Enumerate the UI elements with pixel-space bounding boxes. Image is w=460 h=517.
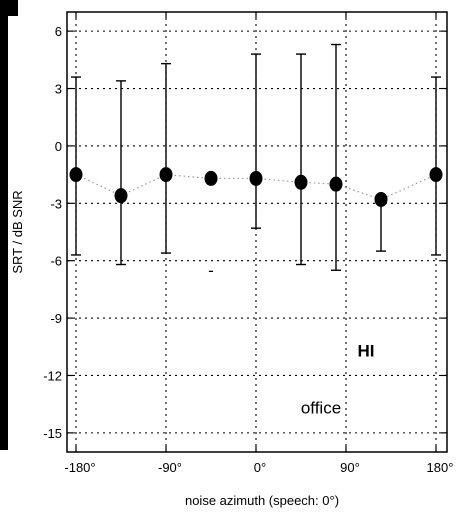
plot-frame <box>66 11 448 453</box>
x-tick-label: 0° <box>254 460 266 475</box>
data-points <box>69 167 443 207</box>
x-tick-label: -180° <box>64 460 95 475</box>
top-left-corner-mark <box>0 0 18 16</box>
data-point <box>114 188 128 204</box>
y-axis-label: SRT / dB SNR <box>10 190 25 273</box>
y-tick-label: 3 <box>55 82 62 97</box>
x-tick-label: -90° <box>158 460 182 475</box>
data-point <box>249 170 263 186</box>
annotations: HI office - <box>208 261 374 418</box>
y-tick-label: -15 <box>43 426 62 441</box>
y-tick-label: -12 <box>43 368 62 383</box>
annotation-label: HI <box>358 341 375 360</box>
y-tick-label: -3 <box>50 196 62 211</box>
data-point <box>159 167 173 183</box>
data-point <box>69 167 83 183</box>
y-tick-label: 0 <box>55 139 62 154</box>
error-bars <box>71 43 441 271</box>
data-point <box>429 167 443 183</box>
y-tick-label: 6 <box>55 24 62 39</box>
x-tick-label: 90° <box>340 460 360 475</box>
y-tick-label: -9 <box>50 311 62 326</box>
data-point <box>204 170 218 186</box>
data-point <box>329 176 343 192</box>
left-edge-strip <box>0 0 8 450</box>
x-ticks: -180° -90° 0° 90° 180° <box>64 12 453 475</box>
data-point <box>374 191 388 207</box>
x-axis-label: noise azimuth (speech: 0°) <box>185 493 339 508</box>
y-tick-label: -6 <box>50 254 62 269</box>
annotation-label: - <box>208 261 214 280</box>
annotation-label: office <box>301 399 341 418</box>
y-ticks: 6 3 0 -3 -6 -9 -12 -15 <box>43 24 447 441</box>
x-tick-label: 180° <box>427 460 454 475</box>
data-point <box>294 174 308 190</box>
